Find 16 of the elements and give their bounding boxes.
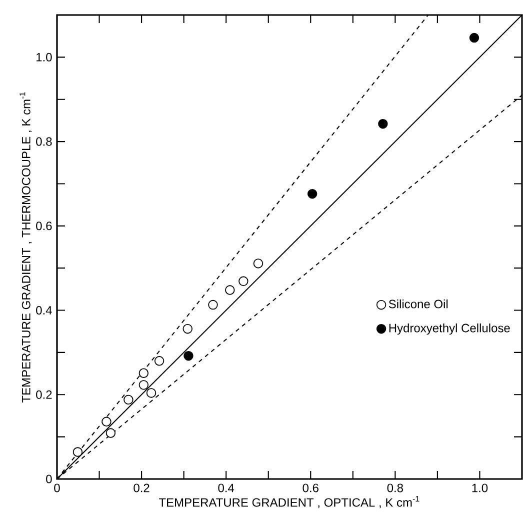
x-tick-label: 0.6 — [302, 484, 318, 492]
x-tick-label: 0.8 — [387, 484, 403, 492]
x-axis-title: TEMPERATURE GRADIENT , OPTICAL , K cm$^{-1}$ — [158, 496, 420, 508]
y-tick-label: 1.0 — [36, 52, 52, 62]
x-tick-label: 0 — [54, 484, 60, 492]
y-tick-label: 0.6 — [36, 222, 52, 230]
y-tick-label: 0.2 — [36, 390, 52, 399]
legend-label: Hydroxyethyl Cellulose — [389, 323, 510, 335]
y-tick-label: 0.4 — [36, 306, 52, 315]
y-tick-label: 0.8 — [36, 137, 52, 146]
legend-label: Silicone Oil — [388, 299, 448, 308]
x-tick-label: 0.4 — [218, 484, 234, 492]
y-axis-title: TEMPERATURE GRADIENT , THERMOCOUPLE , K cm$^{-1}$ — [20, 92, 32, 403]
x-tick-label: 1.0 — [472, 484, 488, 492]
y-tick-label: 0 — [46, 474, 52, 484]
x-tick-label: 0.2 — [134, 484, 150, 492]
